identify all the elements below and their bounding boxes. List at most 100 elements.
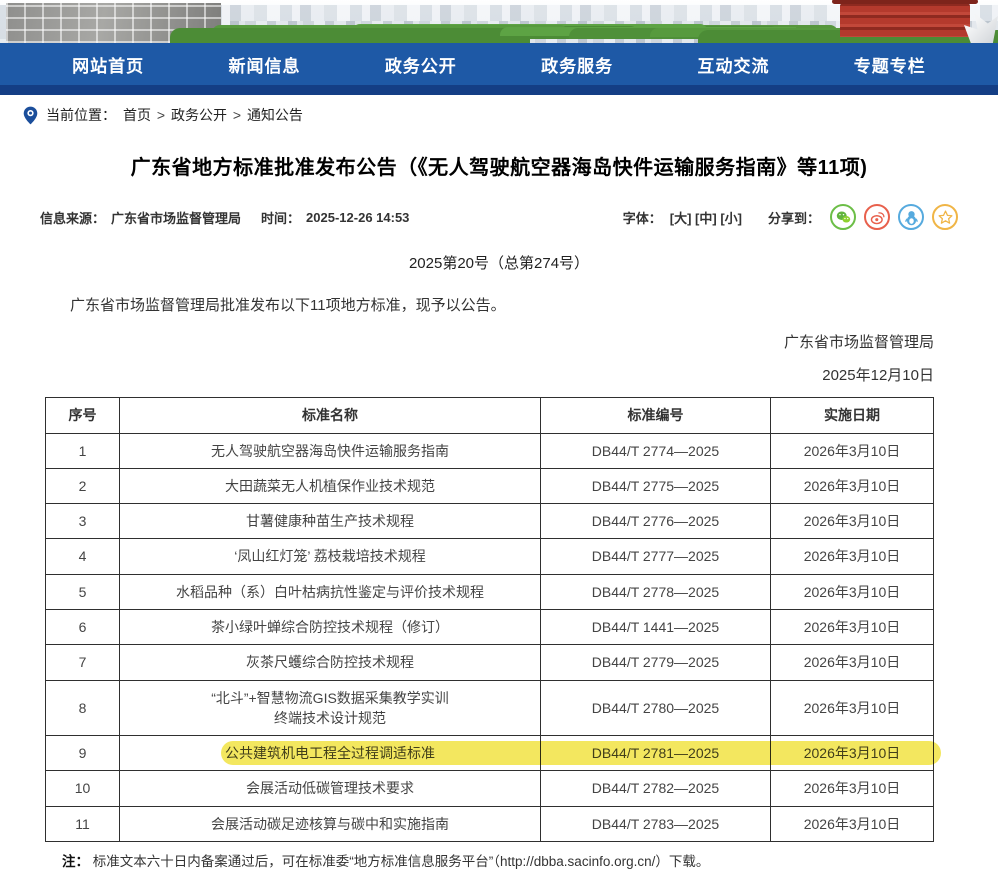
- table-row: 3 甘薯健康种苗生产技术规程 DB44/T 2776—2025 2026年3月10日: [45, 503, 934, 540]
- table-row: 4 ‘凤山红灯笼’ 荔枝栽培技术规程 DB44/T 2777—2025 2026年3月…: [45, 538, 934, 575]
- table-row: 10 会展活动低碳管理技术要求 DB44/T 2782—2025 2026年3月10日: [45, 770, 934, 807]
- standards-table-wrap: 序号 标准名称 标准编号 实施日期 1 无人驾驶航空器海岛快件运输服务指南 DB44/T …: [45, 396, 953, 843]
- signature-date: 2025年12月10日: [822, 366, 934, 384]
- date-cell: 2026年3月10日: [770, 735, 934, 772]
- table-row: 1 无人驾驶航空器海岛快件运输服务指南 DB44/T 2774—2025 2026年3…: [45, 432, 934, 469]
- font-size-button-3[interactable]: [小]: [720, 210, 742, 226]
- nav-item-2[interactable]: 新闻信息: [228, 56, 301, 76]
- red-tower-image: [832, 0, 978, 37]
- nav-item-3[interactable]: 政务公开: [384, 56, 457, 76]
- name-cell: “北斗”+智慧物流GIS数据采集教学实训 终端技术设计规范: [119, 679, 541, 737]
- no-cell: 1: [45, 432, 120, 469]
- main-nav: 网站首页 新闻信息 政务公开 政务服务 互动交流 专题专栏: [0, 43, 998, 85]
- date-cell: 2026年3月10日: [770, 679, 934, 737]
- no-cell: 8: [45, 679, 120, 737]
- nav-item-1[interactable]: 网站首页: [72, 56, 145, 76]
- table-header-4: 实施日期: [770, 396, 934, 434]
- font-size-button-1[interactable]: [大]: [669, 210, 696, 226]
- no-cell: 7: [45, 644, 120, 681]
- code-cell: DB44/T 2776—2025: [540, 503, 771, 540]
- date-cell: 2026年3月10日: [770, 608, 934, 646]
- meta-source: 信息来源： 广东省市场监督管理局 时间： 2025-12-26 14:53: [40, 208, 409, 227]
- date-cell: 2026年3月10日: [770, 573, 934, 610]
- code-cell: DB44/T 2775—2025: [540, 467, 771, 505]
- standards-table: 序号 标准名称 标准编号 实施日期 1 无人驾驶航空器海岛快件运输服务指南 DB44/T …: [45, 396, 934, 843]
- table-row: 5 水稻品种（系）白叶枯病抗性鉴定与评价技术规程 DB44/T 2778—2025 2…: [45, 573, 934, 610]
- no-cell: 9: [45, 735, 120, 772]
- date-cell: 2026年3月10日: [770, 503, 934, 540]
- table-header-1: 序号: [45, 396, 120, 434]
- breadcrumb-link-3[interactable]: 通知公告: [246, 107, 303, 123]
- name-cell: ‘凤山红灯笼’ 荔枝栽培技术规程: [119, 538, 541, 575]
- article: 广东省地方标准批准发布公告（《无人驾驶航空器海岛快件运输服务指南》等11项) 信…: [0, 151, 998, 872]
- code-cell: DB44/T 2777—2025: [540, 538, 771, 575]
- code-cell: DB44/T 1441—2025: [540, 608, 771, 646]
- date-cell: 2026年3月10日: [770, 805, 934, 843]
- date-cell: 2026年3月10日: [770, 538, 934, 575]
- table-row: 6 茶小绿叶蝉综合防控技术规程（修订） DB44/T 1441—2025 2026年3…: [45, 608, 934, 646]
- table-row: 8 “北斗”+智慧物流GIS数据采集教学实训 终端技术设计规范 DB44/T 278…: [45, 679, 934, 737]
- no-cell: 5: [45, 573, 120, 610]
- nav-item-6[interactable]: 专题专栏: [853, 56, 926, 76]
- no-cell: 3: [45, 503, 120, 540]
- no-cell: 4: [45, 538, 120, 575]
- font-size-label: 字体：: [622, 210, 662, 226]
- share-favorite-icon[interactable]: [932, 204, 958, 230]
- breadcrumb-link-1[interactable]: 首页: [123, 107, 151, 123]
- name-cell: 茶小绿叶蝉综合防控技术规程（修订）: [119, 608, 541, 646]
- meta-tools: 字体： [大] [中] [小] 分享到：: [623, 204, 958, 230]
- header-banner-photo: [0, 0, 998, 43]
- table-header-2: 标准名称: [119, 396, 541, 434]
- no-cell: 10: [45, 770, 120, 807]
- date-cell: 2026年3月10日: [770, 432, 934, 469]
- code-cell: DB44/T 2783—2025: [540, 805, 771, 843]
- breadcrumb: 当前位置： 首页 > 政务公开 > 通知公告: [0, 95, 998, 133]
- breadcrumb-separator: >: [153, 107, 169, 123]
- no-cell: 11: [45, 805, 120, 843]
- no-cell: 6: [45, 608, 120, 646]
- no-cell: 2: [45, 467, 120, 505]
- code-cell: DB44/T 2782—2025: [540, 770, 771, 807]
- source-label: 信息来源：: [40, 210, 106, 226]
- breadcrumb-label: 当前位置：: [46, 107, 116, 123]
- date-cell: 2026年3月10日: [770, 644, 934, 681]
- name-cell: 甘薯健康种苗生产技术规程: [119, 503, 541, 540]
- source-value: 广东省市场监督管理局: [111, 210, 242, 226]
- name-cell: 会展活动碳足迹核算与碳中和实施指南: [119, 805, 541, 843]
- share-label: 分享到：: [767, 210, 820, 226]
- name-cell: 水稻品种（系）白叶枯病抗性鉴定与评价技术规程: [119, 573, 541, 610]
- breadcrumb-links: 首页 > 政务公开 > 通知公告: [123, 105, 303, 125]
- share-qq-icon[interactable]: [898, 204, 924, 230]
- date-cell: 2026年3月10日: [770, 467, 934, 505]
- share-icons: [830, 204, 958, 230]
- time-value: 2025-12-26 14:53: [306, 209, 410, 225]
- breadcrumb-link-2[interactable]: 政务公开: [170, 107, 227, 123]
- table-row: 11 会展活动碳足迹核算与碳中和实施指南 DB44/T 2783—2025 2026年…: [45, 805, 934, 843]
- table-header-row: 序号 标准名称 标准编号 实施日期: [45, 396, 934, 434]
- font-size-buttons: [大] [中] [小]: [670, 208, 742, 227]
- nav-item-5[interactable]: 互动交流: [697, 56, 770, 76]
- trees-image-left: [170, 28, 530, 43]
- code-cell: DB44/T 2779—2025: [540, 644, 771, 681]
- name-cell: 灰茶尺蠖综合防控技术规程: [119, 644, 541, 681]
- nav-item-4[interactable]: 政务服务: [541, 56, 614, 76]
- location-pin-icon: [23, 106, 38, 124]
- doc-number: 2025第20号（总第274号）: [408, 255, 590, 272]
- code-cell: DB44/T 2781—2025: [540, 735, 771, 772]
- font-size-button-2[interactable]: [中]: [695, 210, 721, 226]
- breadcrumb-separator: >: [228, 107, 245, 123]
- footnote: 注： 标准文本六十日内备案通过后，可在标准委“地方标准信息服务平台”（http:…: [62, 852, 918, 872]
- nav-bottom-strip: [0, 85, 998, 95]
- time-label: 时间：: [261, 210, 301, 226]
- name-cell: 无人驾驶航空器海岛快件运输服务指南: [119, 432, 541, 469]
- announcement-body: 广东省市场监督管理局批准发布以下11项地方标准，现予以公告。: [70, 297, 506, 314]
- table-row: 9 公共建筑机电工程全过程调适标准 DB44/T 2781—2025 2026年3月1…: [45, 735, 934, 772]
- code-cell: DB44/T 2778—2025: [540, 573, 771, 610]
- share-weibo-icon[interactable]: [864, 204, 890, 230]
- name-cell: 会展活动低碳管理技术要求: [119, 770, 541, 807]
- date-cell: 2026年3月10日: [770, 770, 934, 807]
- code-cell: DB44/T 2774—2025: [540, 432, 771, 469]
- share-wechat-icon[interactable]: [830, 204, 856, 230]
- name-cell: 公共建筑机电工程全过程调适标准: [119, 735, 541, 772]
- table-header-3: 标准编号: [540, 396, 771, 434]
